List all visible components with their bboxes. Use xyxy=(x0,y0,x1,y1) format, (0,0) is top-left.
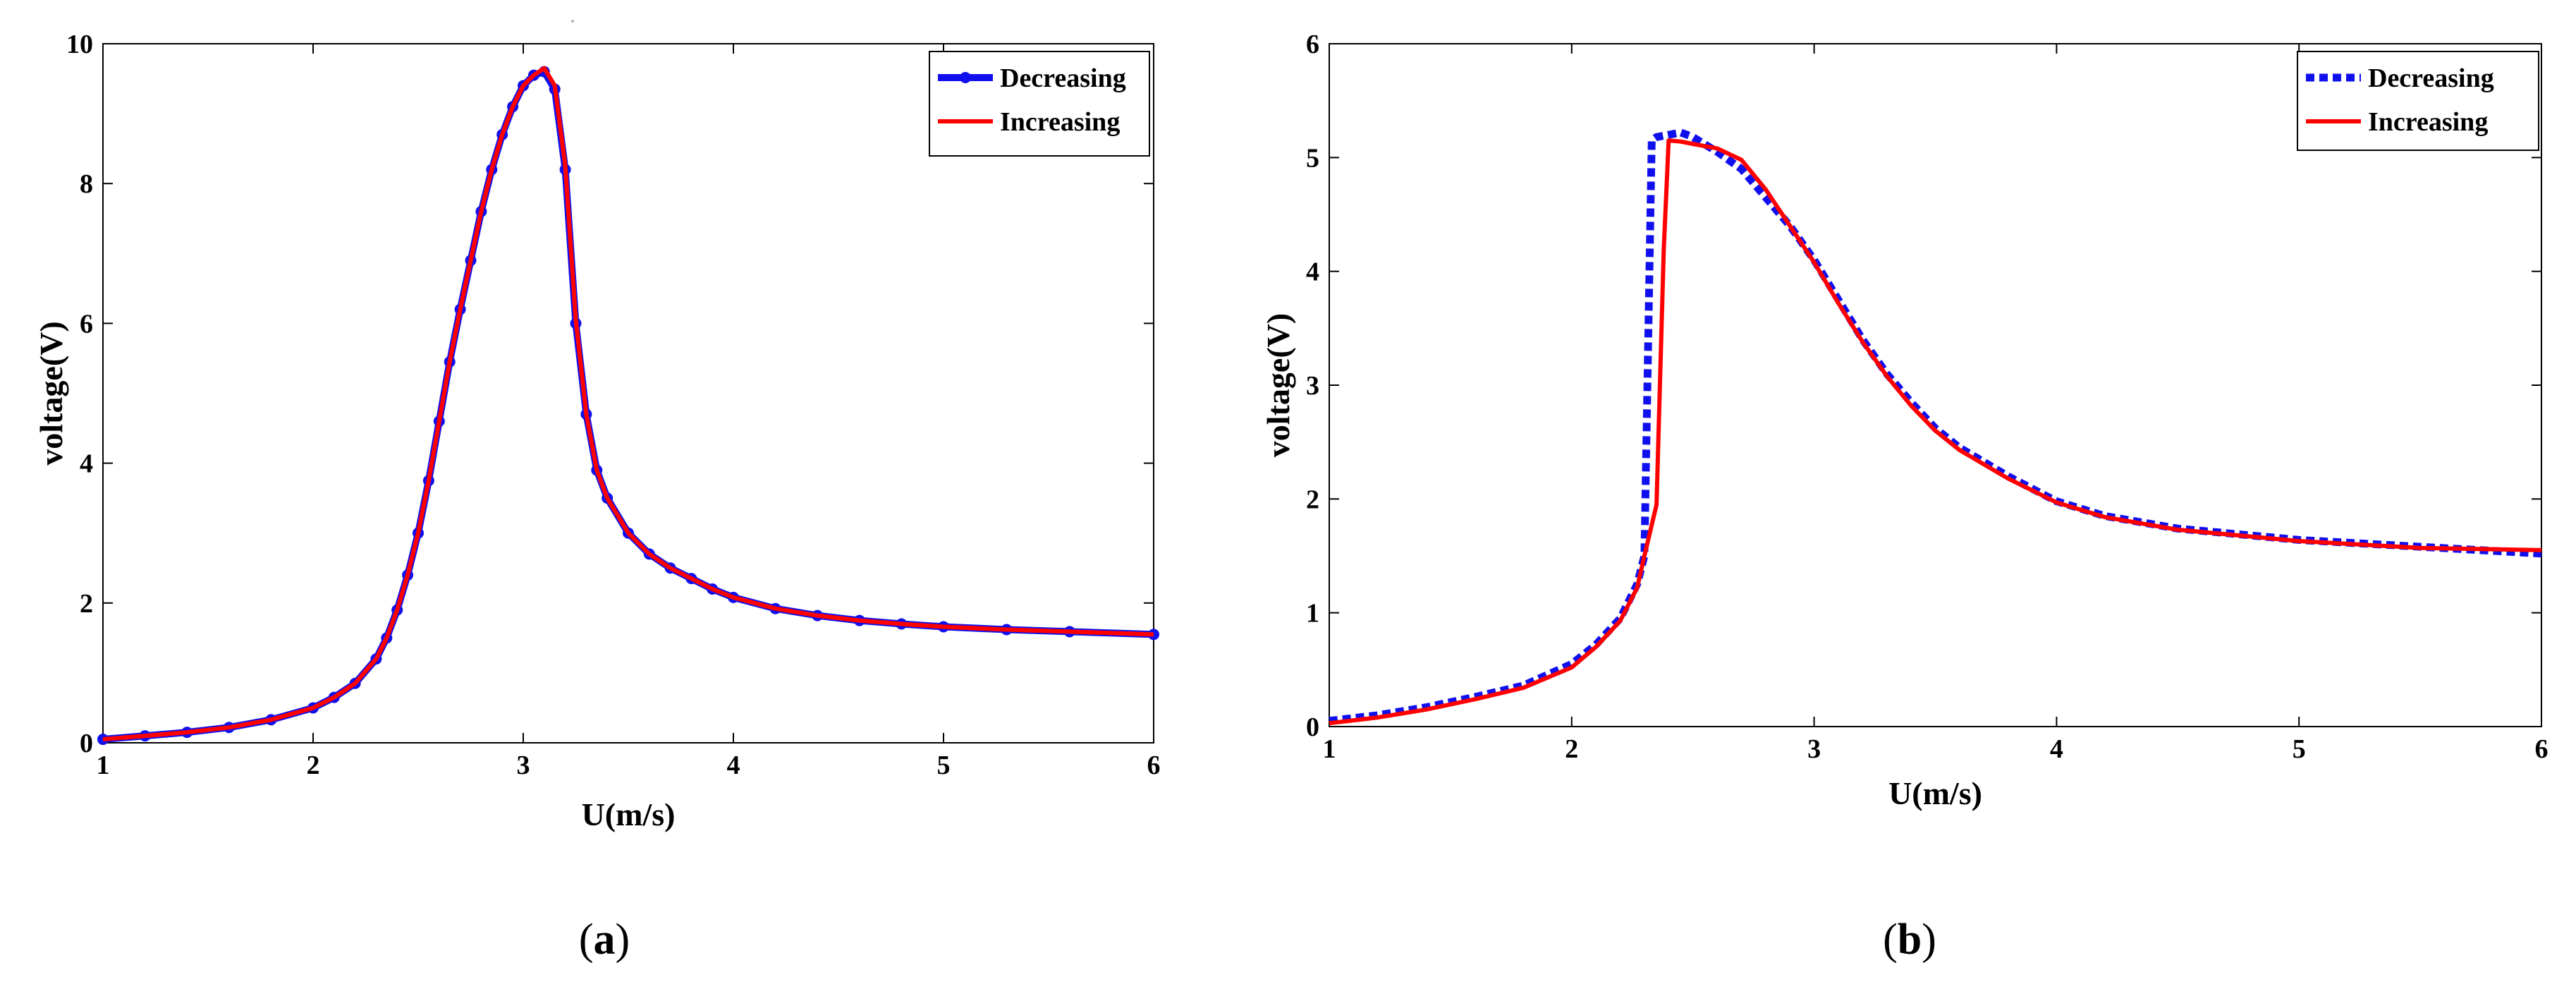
y-tick-label: 4 xyxy=(1306,257,1319,287)
y-axis-label: voltage(V) xyxy=(1260,313,1296,457)
x-tick-label: 1 xyxy=(1323,734,1336,764)
y-tick-label: 3 xyxy=(1306,371,1319,401)
data-point-decreasing xyxy=(97,734,109,746)
x-tick-label: 5 xyxy=(2293,734,2306,764)
legend-label-decreasing: Decreasing xyxy=(2368,63,2494,93)
artifact-dot xyxy=(571,20,574,23)
series-line-increasing-overlay xyxy=(102,66,1154,741)
plot-area-frame xyxy=(1329,43,2542,727)
x-tick-label: 2 xyxy=(1565,734,1578,764)
x-tick-label: 1 xyxy=(97,751,110,780)
chart-panel-a: 1 2 3 4 5 6 0 2 4 6 8 10 Decreasing Increasing U(m/s) v… xyxy=(33,30,1161,964)
x-tick-label: 3 xyxy=(517,751,530,780)
y-tick-label: 1 xyxy=(1306,599,1319,629)
legend-label-increasing: Increasing xyxy=(1000,107,1120,137)
y-tick-label: 6 xyxy=(1306,30,1319,59)
x-tick-label: 2 xyxy=(307,751,320,780)
legend-label-decreasing: Decreasing xyxy=(1000,63,1126,93)
y-tick-label: 5 xyxy=(1306,143,1319,173)
y-tick-label: 2 xyxy=(1306,485,1319,514)
x-tick-label: 6 xyxy=(2535,734,2548,764)
x-tick-label: 6 xyxy=(1147,751,1161,780)
panel-caption: (b) xyxy=(1883,916,1936,964)
legend-box xyxy=(929,51,1150,157)
x-tick-label: 5 xyxy=(937,751,951,780)
y-tick-label: 2 xyxy=(80,589,93,619)
legend: Decreasing Increasing xyxy=(929,51,1150,157)
y-tick-label: 4 xyxy=(80,449,93,479)
legend: Decreasing Increasing xyxy=(2297,51,2539,151)
legend-label-increasing: Increasing xyxy=(2368,107,2488,137)
y-axis-label: voltage(V) xyxy=(33,321,69,465)
panel-caption: (a) xyxy=(579,916,630,964)
series-line-decreasing xyxy=(1329,128,2542,725)
chart-panel-b: 1 2 3 4 5 60123456DecreasingIncreasingU(m/s)v… xyxy=(1260,30,2548,964)
panel-caption-letter: a xyxy=(594,916,616,964)
x-tick-label: 4 xyxy=(2050,734,2063,764)
panel-caption-letter: b xyxy=(1898,916,1922,964)
y-tick-label: 0 xyxy=(1306,712,1319,742)
y-tick-label: 0 xyxy=(80,729,93,758)
x-tick-label: 3 xyxy=(1807,734,1821,764)
x-tick-label: 4 xyxy=(727,751,740,780)
y-tick-label: 10 xyxy=(66,30,93,59)
series-line-increasing xyxy=(1329,138,2542,726)
x-axis-label: U(m/s) xyxy=(582,796,676,832)
legend-box xyxy=(2297,51,2539,151)
x-axis-label: U(m/s) xyxy=(1888,775,1982,811)
legend-marker xyxy=(960,72,971,83)
y-tick-label: 6 xyxy=(80,309,93,339)
y-tick-label: 8 xyxy=(80,169,93,199)
